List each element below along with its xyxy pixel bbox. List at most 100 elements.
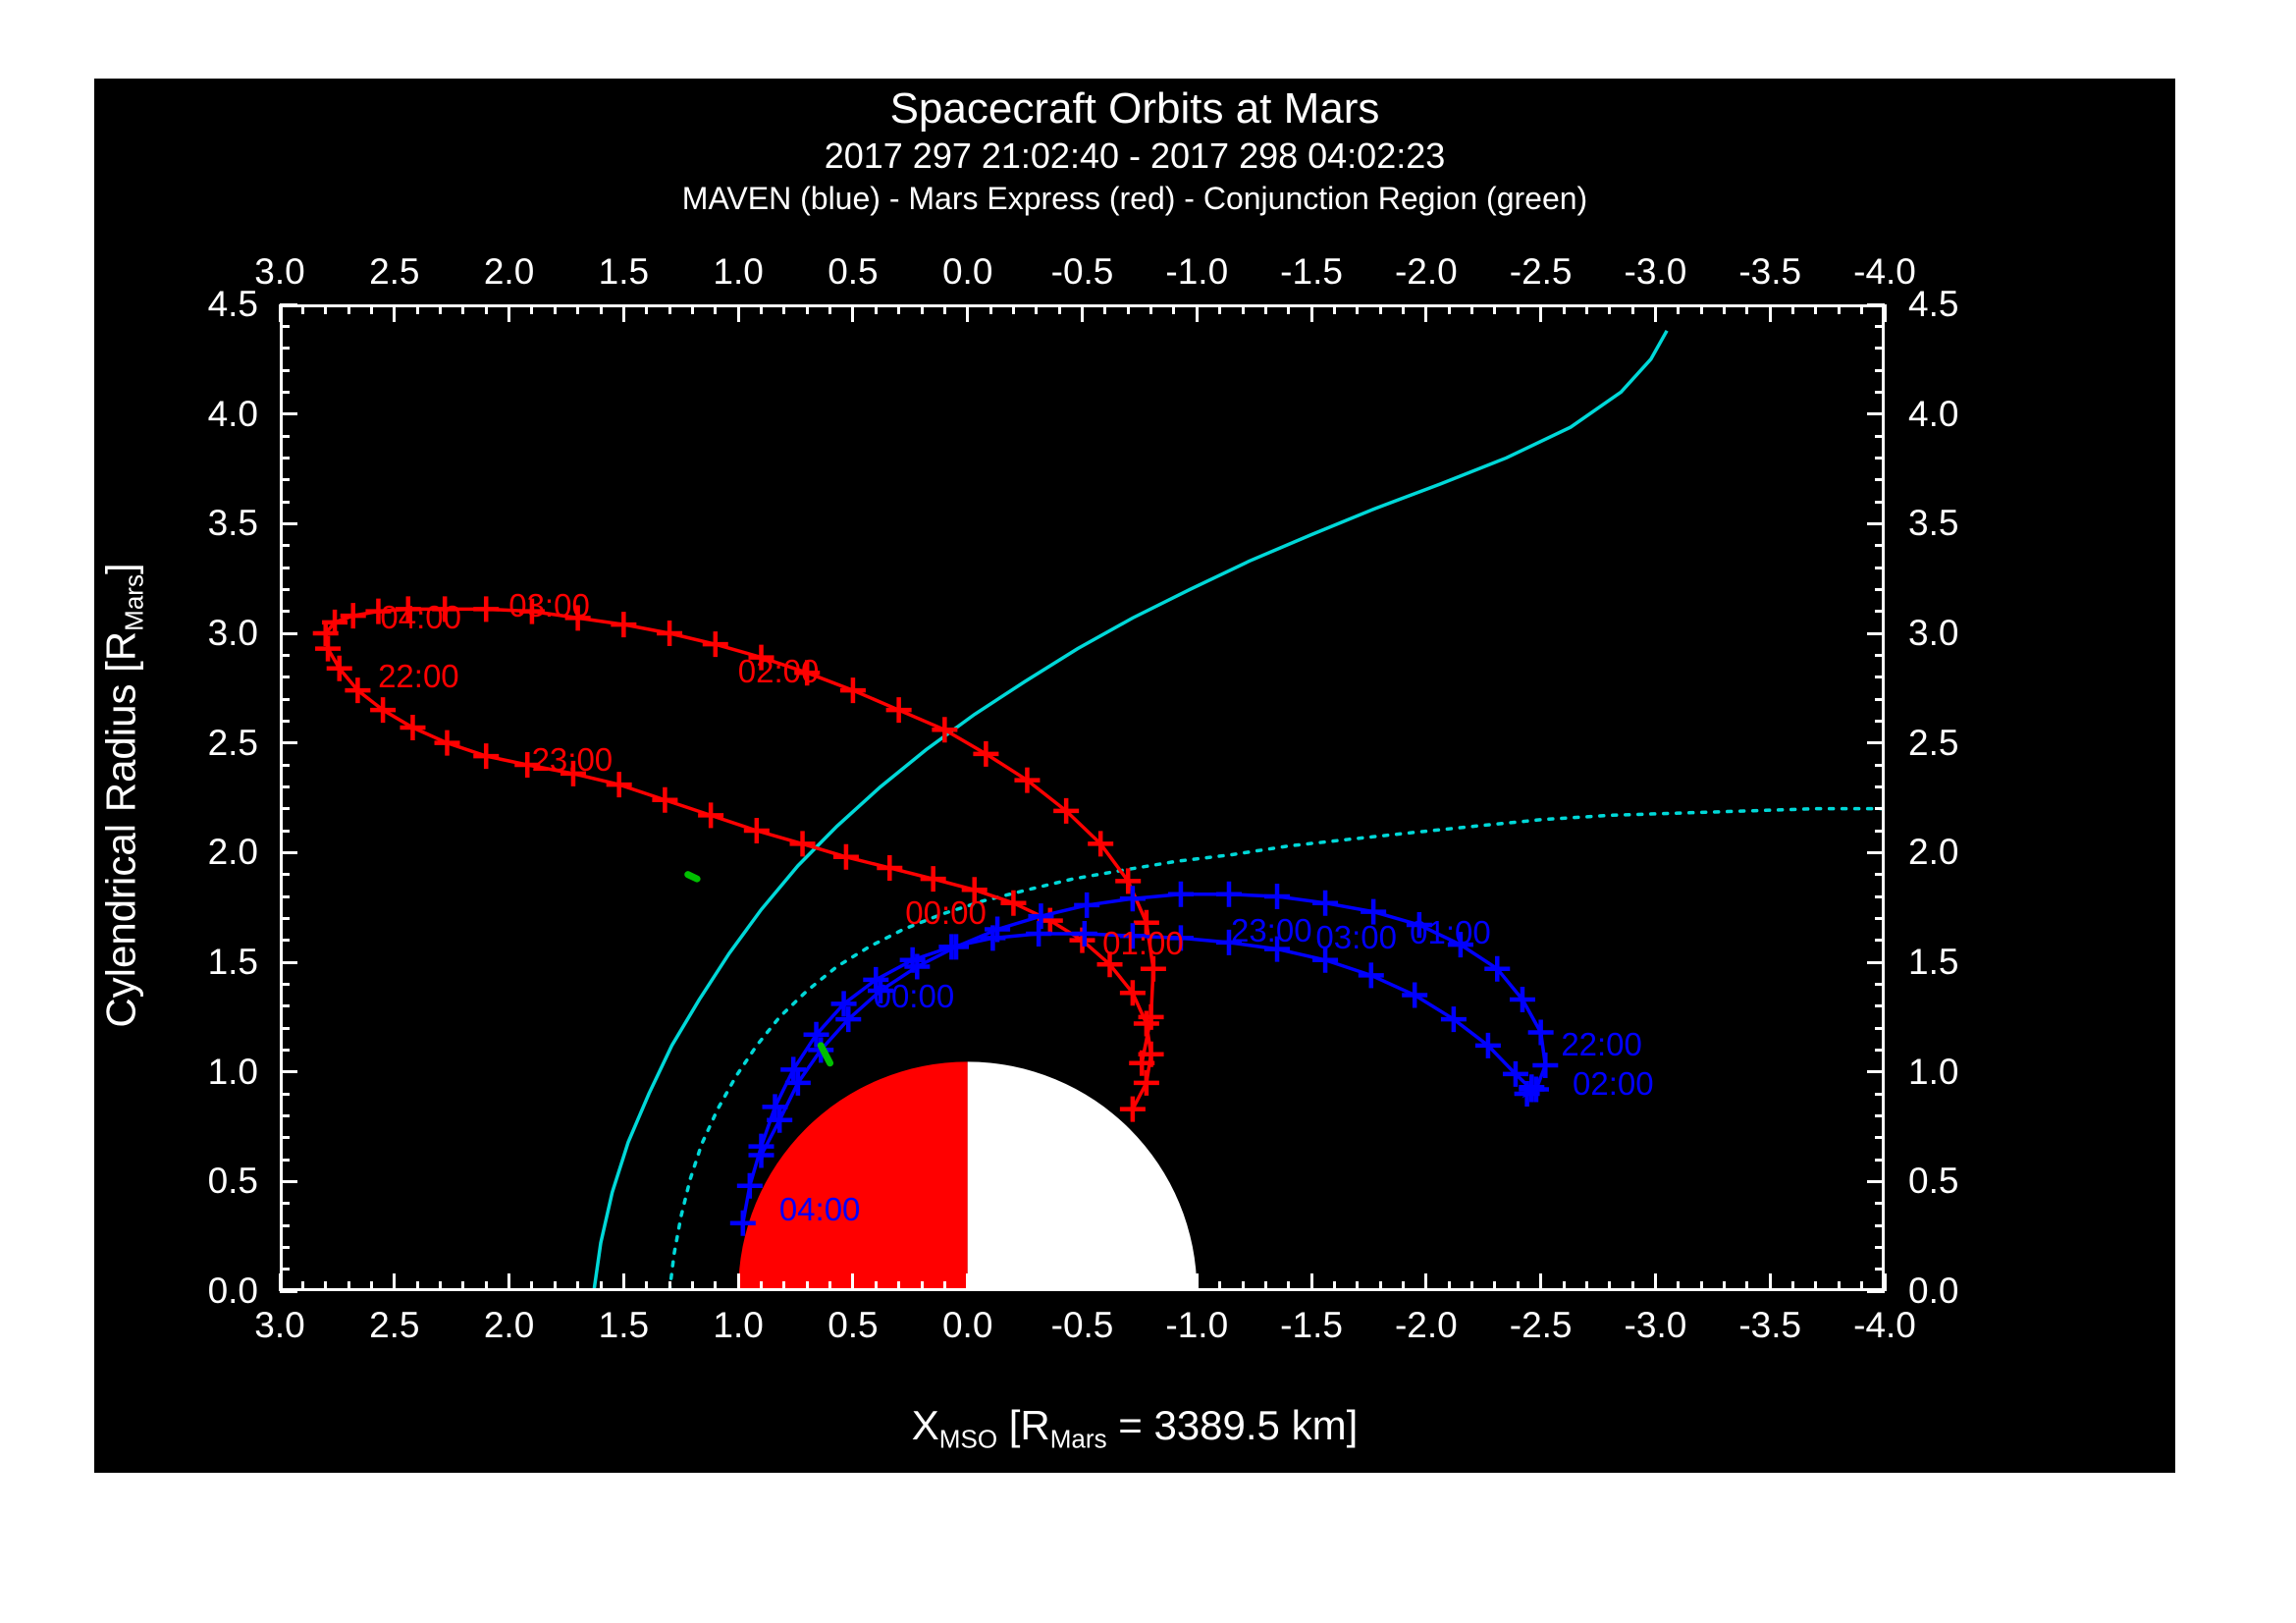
x-tick-minor-top <box>1332 304 1336 314</box>
planet-dayside <box>738 1061 968 1291</box>
orbit-marker <box>345 677 371 704</box>
y-tick-major-right <box>1867 631 1885 635</box>
orbit-marker <box>365 598 392 624</box>
orbit-marker <box>899 947 926 973</box>
x-tick-major-bottom <box>507 1273 511 1291</box>
y-tick-label-right: 3.0 <box>1908 613 1959 653</box>
x-tick-major-top <box>393 304 397 322</box>
x-tick-minor-top <box>1562 304 1566 314</box>
x-tick-label-bottom: -1.0 <box>1165 1305 1229 1345</box>
x-tick-minor-bottom <box>1745 1281 1749 1291</box>
orbit-marker <box>1264 936 1291 962</box>
x-tick-major-top <box>1883 304 1887 322</box>
y-tick-minor-left <box>280 784 290 788</box>
x-tick-minor-top <box>1860 304 1864 314</box>
x-tick-label-top: 1.0 <box>713 251 764 292</box>
x-tick-minor-bottom <box>1057 1281 1061 1291</box>
y-tick-minor-left <box>280 697 290 701</box>
y-tick-minor-right <box>1875 1202 1885 1206</box>
y-tick-major-left <box>280 631 297 635</box>
x-tick-label-top: 2.0 <box>483 251 535 292</box>
x-tick-minor-top <box>1287 304 1291 314</box>
x-axis-label-bracket-sub: Mars <box>1049 1424 1107 1454</box>
y-tick-major-left <box>280 521 297 525</box>
x-tick-major-bottom <box>966 1273 970 1291</box>
orbit-marker <box>767 1107 793 1133</box>
y-tick-minor-left <box>280 1092 290 1096</box>
orbit-marker <box>518 598 545 624</box>
orbit-marker <box>1406 912 1432 939</box>
orbit-marker <box>1264 884 1291 909</box>
maven-time-label: 02:00 <box>1572 1065 1654 1103</box>
y-tick-minor-left <box>280 939 290 943</box>
orbit-marker <box>1358 962 1384 989</box>
orbit-marker <box>1119 886 1146 912</box>
x-tick-minor-bottom <box>1699 1281 1703 1291</box>
x-tick-minor-top <box>1218 304 1222 314</box>
y-tick-label-right: 4.0 <box>1908 393 1959 434</box>
x-tick-minor-bottom <box>1584 1281 1588 1291</box>
x-tick-major-top <box>1309 304 1313 322</box>
orbit-marker <box>743 818 770 843</box>
maven-time-label: 00:00 <box>873 977 955 1014</box>
orbit-marker <box>736 1172 763 1199</box>
y-tick-major-left <box>280 741 297 745</box>
orbit-line-maven-b <box>741 932 1533 1224</box>
orbit-marker <box>1000 890 1027 916</box>
x-axis-label-rest: = 3389.5 km] <box>1106 1402 1359 1448</box>
x-tick-major-bottom <box>278 1273 282 1291</box>
x-tick-minor-top <box>1103 304 1107 314</box>
x-tick-major-top <box>1768 304 1772 322</box>
x-tick-label-bottom: 1.0 <box>713 1305 764 1345</box>
x-tick-minor-bottom <box>690 1281 694 1291</box>
y-tick-minor-right <box>1875 610 1885 614</box>
x-axis-label-sub: MSO <box>938 1424 998 1454</box>
x-tick-minor-top <box>1126 304 1130 314</box>
x-tick-major-top <box>966 304 970 322</box>
orbit-marker <box>885 697 912 724</box>
orbit-marker <box>1138 1003 1164 1030</box>
y-tick-minor-right <box>1875 916 1885 920</box>
orbit-marker <box>1509 986 1535 1012</box>
y-tick-major-left <box>280 960 297 964</box>
x-axis-label: XMSO [RMars = 3389.5 km] <box>912 1402 1359 1454</box>
x-tick-minor-top <box>347 304 350 314</box>
orbit-marker <box>973 740 999 767</box>
x-tick-minor-bottom <box>1493 1281 1497 1291</box>
x-tick-major-bottom <box>621 1273 625 1291</box>
orbit-marker <box>784 1069 811 1096</box>
y-tick-label-right: 0.5 <box>1908 1161 1959 1202</box>
x-tick-minor-bottom <box>1723 1281 1726 1291</box>
x-tick-minor-top <box>1172 304 1176 314</box>
x-tick-label-bottom: -3.5 <box>1738 1305 1802 1345</box>
x-tick-minor-bottom <box>484 1281 488 1291</box>
y-axis-label-sub: Mars <box>119 573 149 631</box>
x-tick-label-top: -3.5 <box>1738 251 1802 292</box>
x-tick-label-top: -1.5 <box>1280 251 1343 292</box>
x-tick-label-bottom: -2.5 <box>1509 1305 1573 1345</box>
y-tick-minor-left <box>280 676 290 679</box>
x-tick-minor-bottom <box>760 1281 763 1291</box>
y-tick-major-right <box>1867 741 1885 745</box>
x-tick-minor-top <box>667 304 671 314</box>
y-tick-minor-left <box>280 347 290 351</box>
y-tick-label-left: 2.5 <box>207 722 258 763</box>
x-tick-minor-top <box>1035 304 1039 314</box>
x-tick-minor-bottom <box>782 1281 786 1291</box>
x-tick-minor-bottom <box>576 1281 580 1291</box>
conjunction-segment <box>684 871 701 883</box>
x-tick-minor-bottom <box>1287 1281 1291 1291</box>
x-tick-minor-top <box>1837 304 1841 314</box>
y-tick-major-left <box>280 302 297 306</box>
y-tick-minor-left <box>280 873 290 877</box>
y-tick-label-right: 1.0 <box>1908 1051 1959 1092</box>
x-tick-label-top: -1.0 <box>1165 251 1229 292</box>
x-tick-label-top: 2.5 <box>369 251 420 292</box>
y-tick-minor-right <box>1875 1048 1885 1052</box>
y-tick-minor-right <box>1875 1136 1885 1140</box>
y-tick-minor-right <box>1875 1223 1885 1227</box>
y-tick-major-right <box>1867 412 1885 416</box>
y-axis-label: Cylendrical Radius [RMars] <box>97 563 149 1027</box>
orbit-marker <box>1167 925 1194 951</box>
